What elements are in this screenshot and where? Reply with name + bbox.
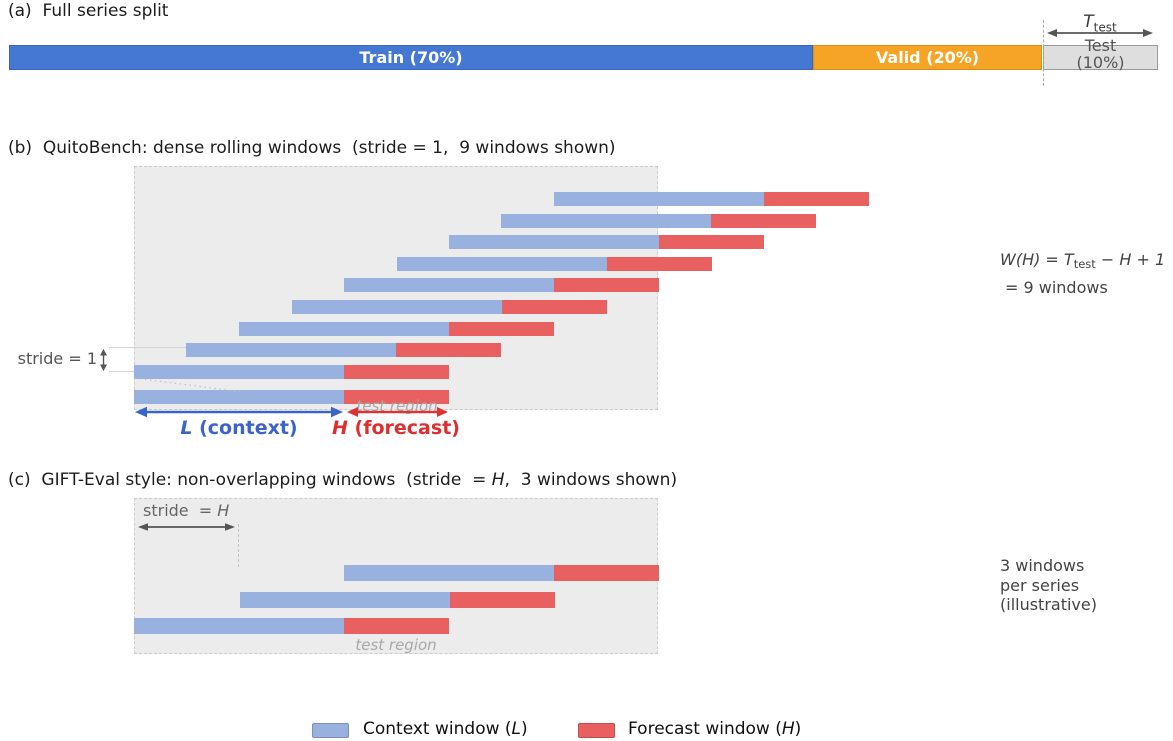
windows-per-series-annotation: 3 windows per series (illustrative)	[1000, 556, 1097, 614]
context-window-segment	[186, 343, 396, 357]
context-arrow	[135, 406, 343, 418]
forecast-arrow-label: H (forecast)	[332, 417, 460, 439]
context-window-segment	[344, 565, 554, 581]
legend-forecast-label: Forecast window (H)	[628, 719, 802, 739]
context-window-segment	[239, 322, 449, 336]
non-overlapping-window-bar	[240, 592, 555, 608]
rolling-window-bar	[501, 214, 816, 228]
formula-line-1: W(H) = Ttest − H + 1	[1000, 250, 1166, 271]
panel-c-title: (c) GIFT-Eval style: non-overlapping win…	[8, 470, 678, 490]
forecast-window-segment	[607, 257, 712, 271]
rolling-window-bar	[292, 300, 607, 314]
context-window-segment	[397, 257, 607, 271]
stride-end-dashed-line	[238, 524, 239, 567]
stride-1-label: stride = 1	[17, 349, 97, 368]
context-window-segment	[134, 365, 344, 379]
forecast-window-segment	[764, 192, 869, 206]
panel-b-title: (b) QuitoBench: dense rolling windows (s…	[8, 138, 616, 158]
forecast-window-segment	[450, 592, 555, 608]
rolling-window-bar	[239, 322, 554, 336]
window-count-annotation: W(H) = Ttest − H + 1 = 9 windows	[1000, 250, 1165, 298]
t-test-arrow	[1047, 29, 1153, 37]
stride-leader-line-top	[109, 347, 186, 348]
context-window-segment	[134, 618, 344, 634]
valid-label: Valid (20%)	[875, 48, 980, 67]
forecast-window-segment	[344, 618, 449, 634]
rolling-window-bar	[397, 257, 712, 271]
t-test-label: Ttest	[1083, 12, 1117, 35]
context-window-segment	[292, 300, 502, 314]
forecast-window-segment	[344, 365, 449, 379]
context-arrow-label: L (context)	[180, 417, 298, 439]
train-label: Train (70%)	[359, 48, 463, 67]
context-window-segment	[240, 592, 450, 608]
forecast-window-segment	[659, 235, 764, 249]
stride-h-arrow	[138, 523, 235, 531]
forecast-window-segment	[449, 322, 554, 336]
rolling-window-bar	[186, 343, 501, 357]
non-overlapping-window-bar	[344, 565, 659, 581]
forecast-arrow	[347, 407, 448, 417]
forecast-window-segment	[554, 278, 659, 292]
stride-leader-line-bottom	[109, 371, 134, 372]
forecast-window-segment	[344, 390, 449, 404]
example-window-leader-dotted-line	[134, 377, 243, 393]
test-region-label-c: test region	[355, 636, 437, 654]
stride-h-label: stride = H	[143, 501, 230, 520]
context-window-segment	[449, 235, 659, 249]
test-label: Test (10%)	[1076, 36, 1125, 72]
forecast-window-segment	[502, 300, 607, 314]
rolling-window-bar	[554, 192, 869, 206]
example-window-bar	[134, 390, 449, 404]
train-segment: Train (70%)	[9, 45, 813, 70]
rolling-window-bar	[344, 278, 659, 292]
formula-line-2: = 9 windows	[1005, 278, 1108, 297]
forecast-window-segment	[711, 214, 816, 228]
rolling-window-bar	[134, 365, 449, 379]
valid-segment: Valid (20%)	[813, 45, 1042, 70]
legend-context-label: Context window (L)	[363, 719, 528, 739]
legend-context-swatch	[312, 723, 349, 738]
test-boundary-dashed-line	[1043, 20, 1044, 86]
context-window-segment	[344, 278, 554, 292]
non-overlapping-window-bar	[134, 618, 449, 634]
context-window-segment	[134, 390, 344, 404]
test-segment	[1043, 45, 1158, 70]
context-window-segment	[501, 214, 711, 228]
legend-forecast-swatch	[578, 723, 615, 738]
rolling-window-bar	[449, 235, 764, 249]
forecast-window-segment	[554, 565, 659, 581]
panel-a-title: (a) Full series split	[8, 1, 169, 21]
context-window-segment	[554, 192, 764, 206]
stride-offset-arrow-icon	[100, 349, 107, 371]
test-region-label-b: test region	[356, 397, 438, 415]
forecast-window-segment	[396, 343, 501, 357]
